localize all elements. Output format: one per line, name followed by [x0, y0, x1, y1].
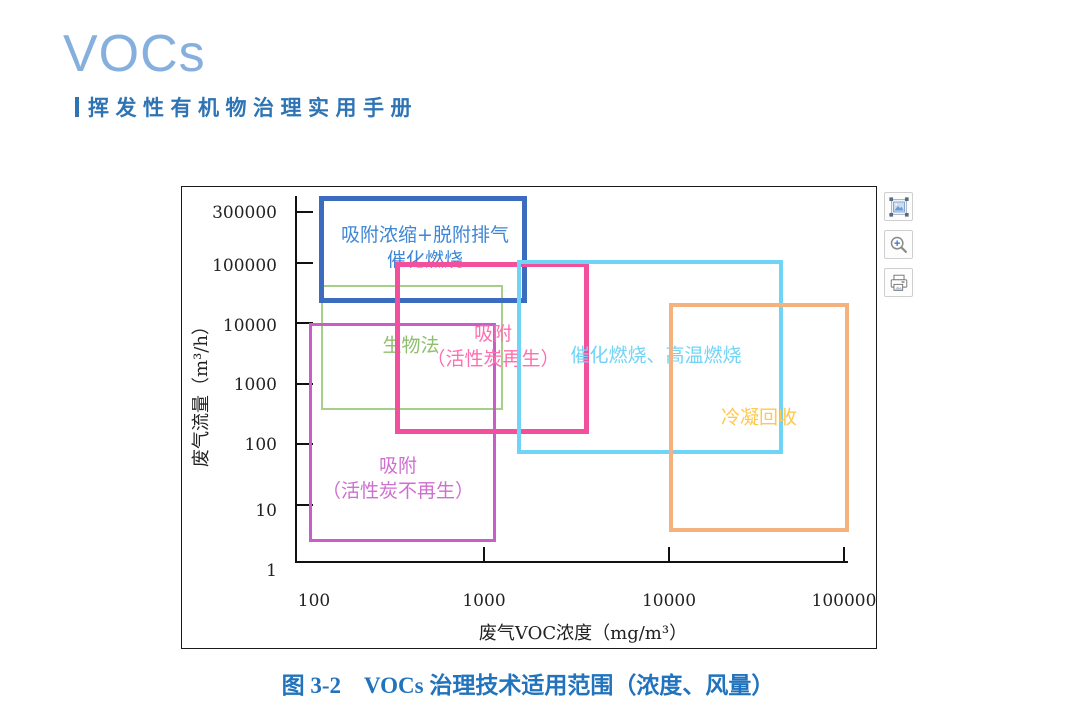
y-tick-label: 1000	[233, 375, 277, 395]
y-tick-label: 10	[255, 501, 277, 521]
y-tick-mark	[297, 504, 313, 506]
y-tick-mark	[297, 322, 313, 324]
y-tick-label: 100	[244, 435, 277, 455]
image-select-icon	[888, 196, 909, 217]
y-tick-mark	[297, 262, 313, 264]
brand-logo: VOCs	[63, 25, 206, 83]
catalytic-and-high-temperature-combustion-region	[517, 260, 783, 454]
subtitle-accent-bar	[75, 97, 79, 117]
y-tick-label: 1	[266, 561, 277, 581]
print-button[interactable]	[884, 268, 913, 297]
zoom-in-button[interactable]	[884, 230, 913, 259]
y-tick-label: 100000	[212, 256, 277, 276]
y-tick-mark	[297, 211, 313, 213]
image-toolbar	[884, 192, 913, 306]
y-axis	[295, 196, 297, 563]
condensation-recovery-label: 冷凝回收	[720, 406, 798, 429]
biological-method-region	[321, 285, 503, 410]
adsorption-carbon-regenerated-region	[395, 262, 589, 434]
x-tick-label: 100000	[811, 591, 877, 611]
x-tick-mark	[843, 547, 845, 561]
adsorption-carbon-not-regenerated-label: 吸附 （活性炭不再生）	[321, 455, 475, 502]
catalytic-and-high-temperature-combustion-label: 催化燃烧、高温燃烧	[570, 344, 742, 367]
y-tick-label: 10000	[222, 316, 277, 336]
figure-caption: 图 3-2 VOCs 治理技术适用范围（浓度、风量）	[281, 673, 775, 698]
header-subtitle-row: 挥发性有机物治理实用手册	[75, 92, 418, 122]
y-tick-label: 300000	[212, 203, 277, 223]
x-tick-label: 10000	[641, 591, 697, 611]
header-subtitle: 挥发性有机物治理实用手册	[88, 97, 418, 120]
condensation-recovery-region	[669, 303, 849, 532]
x-axis-title: 废气VOC浓度（mg/m³）	[478, 623, 688, 644]
print-icon	[890, 274, 907, 291]
adsorption-concentration-desorption-catalytic-combustion-region	[319, 196, 527, 303]
figure-panel: 废气VOC浓度（mg/m³） 废气流量（m³/h） 300000 100000 10…	[181, 186, 877, 649]
x-tick-label: 100	[297, 591, 331, 611]
x-axis	[295, 561, 848, 563]
x-tick-mark	[668, 547, 670, 561]
zoom-in-icon	[890, 236, 907, 253]
y-tick-mark	[297, 443, 313, 445]
x-tick-label: 1000	[462, 591, 506, 611]
x-tick-mark	[483, 547, 485, 561]
adsorption-carbon-regenerated-label: 吸附 （活性炭再生）	[426, 323, 560, 370]
select-image-button[interactable]	[884, 192, 913, 221]
y-tick-mark	[297, 383, 313, 385]
